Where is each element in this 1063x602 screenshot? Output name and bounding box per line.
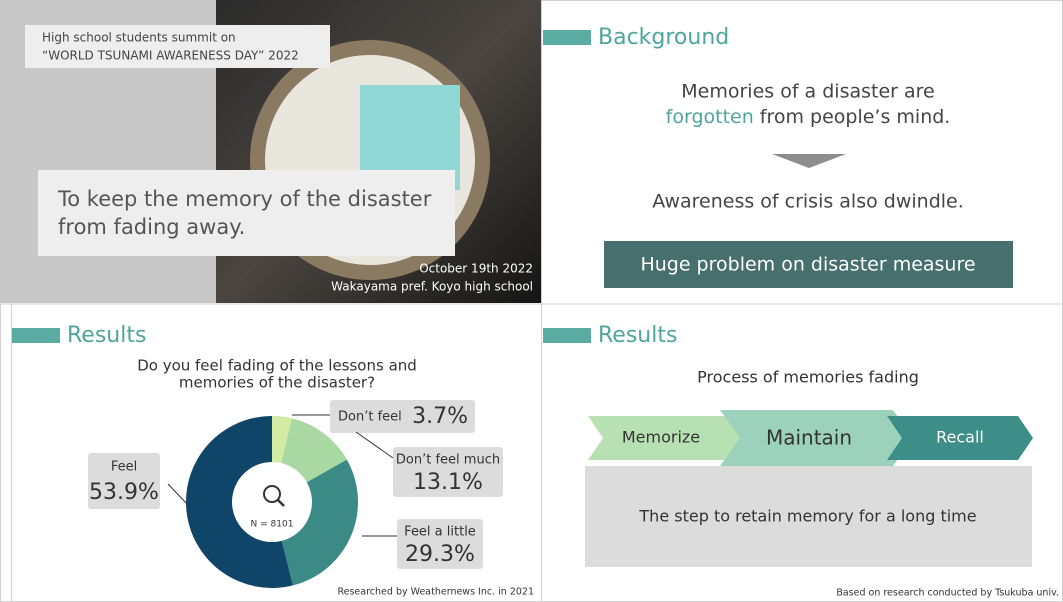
subtitle: Process of memories fading	[697, 368, 919, 387]
chart-title: memories of the disaster?	[179, 374, 375, 392]
headline-box	[38, 170, 455, 256]
heading-bar	[12, 328, 60, 343]
text-line: Memories of a disaster are	[681, 81, 934, 103]
headline: To keep the memory of the disaster	[57, 187, 432, 211]
leader-line	[168, 484, 189, 506]
heading: Results	[598, 323, 677, 348]
value-label: 3.7%	[412, 404, 468, 429]
heading: Background	[598, 25, 729, 50]
source: Researched by Weathernews Inc. in 2021	[337, 587, 534, 598]
heading-bar	[543, 328, 591, 343]
place: Wakayama pref. Koyo high school	[331, 280, 533, 294]
value-label: 53.9%	[89, 480, 159, 505]
label-line: “WORLD TSUNAMI AWARENESS DAY” 2022	[42, 49, 299, 63]
category-label: Don’t feel	[338, 410, 402, 425]
category-label: Feel	[111, 460, 137, 475]
step: Recall	[936, 428, 984, 447]
heading: Results	[67, 323, 146, 348]
page: High school students summit on “WORLD TS…	[0, 0, 1063, 602]
text-line: Awareness of crisis also dwindle.	[652, 191, 964, 213]
step: Maintain	[766, 426, 852, 450]
step: Memorize	[622, 428, 700, 447]
headline: from fading away.	[58, 215, 245, 239]
label-line: High school students summit on	[42, 31, 236, 45]
leader-line	[356, 432, 393, 458]
chart-title: Do you feel fading of the lessons and	[137, 357, 417, 375]
text-line: forgotten from people’s mind.	[666, 106, 951, 128]
donut-chart: N = 8101 Don’t feel 3.7% Don’t feel much 13.…	[88, 400, 503, 588]
source: Based on research conducted by Tsukuba u…	[836, 588, 1059, 599]
value-label: 29.3%	[405, 542, 475, 567]
text-rest: from people’s mind.	[760, 106, 951, 128]
center-label: N = 8101	[251, 520, 294, 530]
highlight: forgotten	[666, 106, 754, 128]
category-label: Feel a little	[404, 525, 476, 540]
value-label: 13.1%	[413, 470, 483, 495]
date: October 19th 2022	[419, 262, 533, 276]
arrow	[772, 154, 846, 168]
callout: Huge problem on disaster measure	[640, 254, 975, 276]
heading-bar	[543, 30, 591, 45]
category-label: Don’t feel much	[396, 453, 500, 468]
note: The step to retain memory for a long tim…	[638, 507, 976, 526]
